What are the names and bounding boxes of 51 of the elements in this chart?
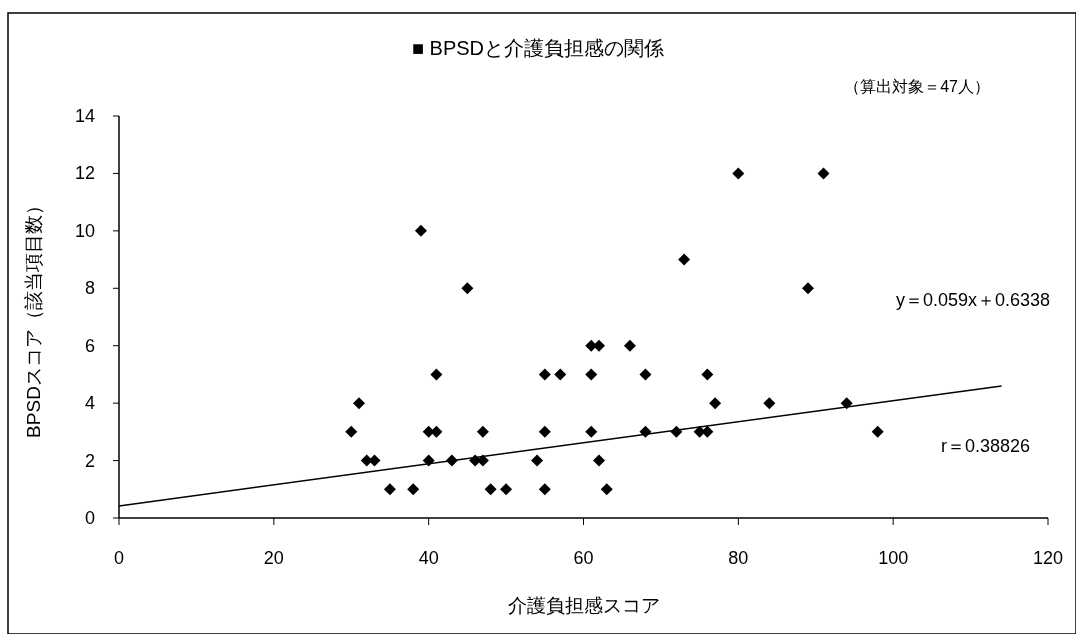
ylabel: BPSDスコア（該当項目数）	[23, 196, 44, 438]
point	[430, 368, 443, 381]
point	[701, 368, 714, 381]
point	[538, 483, 551, 496]
point	[476, 425, 489, 438]
point	[484, 483, 497, 496]
point	[538, 368, 551, 381]
point	[414, 224, 427, 237]
point	[623, 339, 636, 352]
point	[407, 483, 420, 496]
point	[592, 454, 605, 467]
point	[709, 397, 722, 410]
point	[840, 397, 853, 410]
point	[383, 483, 396, 496]
xtick: 0	[114, 548, 124, 568]
point	[461, 282, 474, 295]
ytick: 4	[85, 393, 95, 414]
point	[639, 368, 652, 381]
ytick: 8	[85, 278, 95, 299]
ytick: 6	[85, 335, 95, 356]
xtick: 120	[1033, 548, 1063, 568]
point	[600, 483, 613, 496]
xtick: 40	[418, 548, 439, 568]
ytick: 0	[85, 508, 95, 528]
xtick: 60	[573, 548, 594, 568]
point	[585, 368, 598, 381]
ytick: 10	[74, 220, 95, 241]
xtick: 80	[728, 548, 749, 568]
point	[585, 425, 598, 438]
ytick: 14	[74, 106, 95, 126]
point	[538, 425, 551, 438]
point	[817, 167, 830, 180]
point	[500, 483, 513, 496]
annotation: y＝0.059x＋0.6338	[895, 290, 1050, 310]
point	[531, 454, 544, 467]
point	[352, 397, 365, 410]
xtick: 100	[878, 548, 909, 568]
ytick: 12	[74, 163, 95, 184]
annotation: r＝0.38826	[940, 436, 1030, 456]
point	[871, 425, 884, 438]
point	[554, 368, 567, 381]
point	[345, 425, 358, 438]
xtick: 20	[263, 548, 284, 568]
ytick: 2	[85, 450, 95, 471]
point	[678, 253, 691, 266]
point	[763, 397, 776, 410]
title: ■ BPSDと介護負担感の関係	[411, 37, 665, 59]
point	[802, 282, 815, 295]
subtitle: （算出対象＝47人）	[844, 78, 990, 95]
point	[732, 167, 745, 180]
xlabel: 介護負担感スコア	[507, 595, 660, 616]
